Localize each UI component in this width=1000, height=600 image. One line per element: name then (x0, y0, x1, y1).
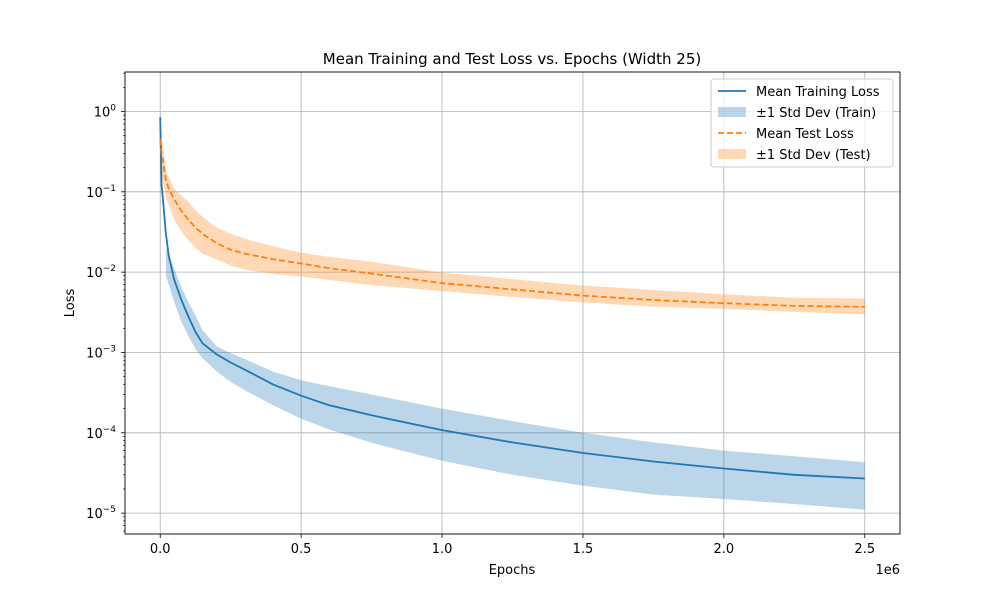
legend-swatch-band (718, 107, 746, 117)
band-layer (161, 139, 865, 510)
y-tick-exponent: −2 (103, 264, 116, 274)
chart-title: Mean Training and Test Loss vs. Epochs (… (323, 50, 701, 68)
x-tick-label: 1.5 (573, 542, 594, 557)
y-tick-base: 10 (86, 346, 103, 361)
x-axis-label: Epochs (489, 563, 536, 578)
x-axis-offset-label: 1e6 (875, 563, 900, 578)
line-mean-test-loss (159, 139, 865, 308)
x-tick-label: 0.5 (291, 542, 312, 557)
legend-box (710, 78, 894, 168)
band-1-std-dev-test (161, 139, 865, 315)
y-tick-label: 10−4 (86, 425, 116, 442)
x-tick-label: 2.0 (714, 542, 735, 557)
plot-frame (124, 71, 901, 535)
y-tick-base: 10 (86, 427, 103, 442)
legend-label: ±1 Std Dev (Train) (756, 106, 876, 121)
legend: Mean Training Loss ±1 Std Dev (Train) Mean… (710, 78, 894, 168)
y-tick-label: 100 (94, 103, 117, 120)
line-layer (159, 117, 865, 480)
x-tick-label: 1.0 (432, 542, 453, 557)
y-tick-base: 10 (86, 186, 103, 201)
legend-swatch-band (718, 149, 746, 159)
y-axis-label: Loss (63, 289, 78, 318)
band-1-std-dev-train (165, 248, 865, 510)
x-axis-ticks: 0.0 0.5 1.0 1.5 2.0 2.5 (150, 534, 875, 557)
y-tick-base: 10 (94, 105, 111, 120)
y-tick-exponent: −4 (103, 425, 117, 435)
y-tick-label: 10−2 (86, 264, 116, 281)
legend-label: ±1 Std Dev (Test) (756, 148, 871, 163)
y-tick-exponent: −5 (103, 505, 116, 515)
y-tick-label: 10−1 (86, 184, 116, 201)
y-tick-base: 10 (86, 266, 103, 281)
x-tick-label: 0.0 (150, 542, 171, 557)
legend-label: Mean Test Loss (756, 127, 854, 142)
axes (124, 71, 901, 535)
line-mean-training-loss (159, 117, 865, 480)
y-tick-base: 10 (86, 507, 103, 522)
y-tick-label: 10−5 (86, 505, 116, 522)
legend-label: Mean Training Loss (756, 85, 880, 100)
y-tick-exponent: −3 (103, 344, 116, 354)
y-tick-label: 10−3 (86, 344, 116, 361)
y-tick-exponent: 0 (110, 103, 116, 113)
x-tick-label: 2.5 (854, 542, 875, 557)
y-tick-exponent: −1 (103, 184, 116, 194)
